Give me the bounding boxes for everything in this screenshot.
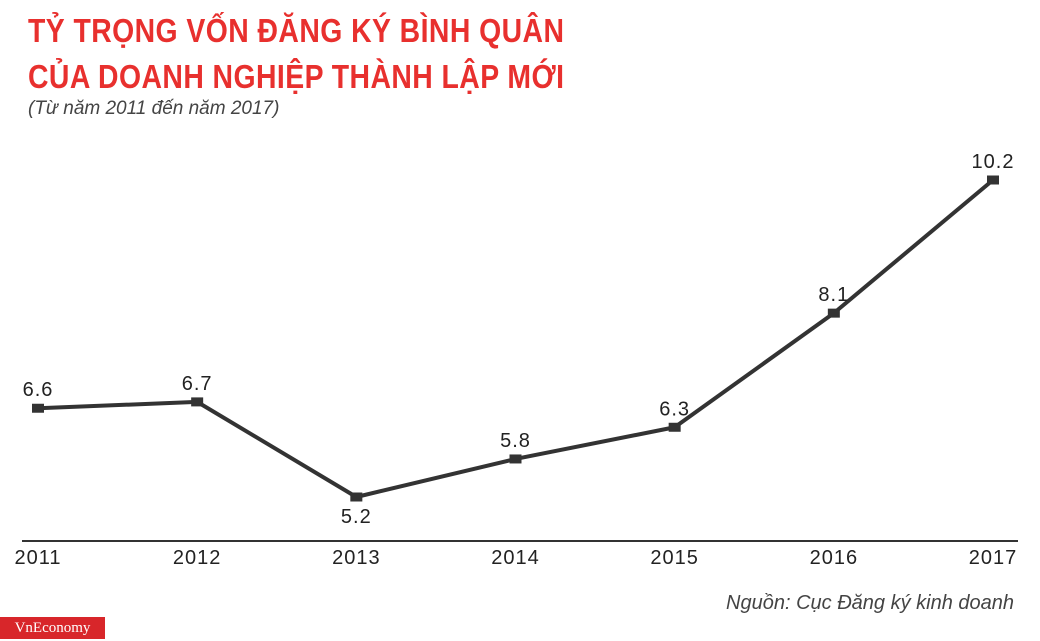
data-point-marker <box>32 403 44 413</box>
x-tick-label: 2016 <box>810 547 859 569</box>
data-point-marker <box>987 175 999 185</box>
data-label: 5.2 <box>341 506 372 528</box>
data-label: 6.3 <box>659 398 690 420</box>
x-tick-label: 2013 <box>332 547 381 569</box>
x-tick-label: 2015 <box>650 547 699 569</box>
chart-title: TỶ TRỌNG VỐN ĐĂNG KÝ BÌNH QUÂN CỦA DOANH… <box>28 8 564 100</box>
data-point-marker <box>350 492 363 502</box>
data-label: 6.7 <box>182 373 213 395</box>
vneconomy-logo: VnEconomy <box>0 617 105 639</box>
data-point-marker <box>827 308 840 318</box>
source-note: Nguồn: Cục Đăng ký kinh doanh <box>726 592 1014 614</box>
x-tick-label: 2012 <box>173 547 222 569</box>
data-point-marker <box>668 422 681 432</box>
chart-title-line-1: TỶ TRỌNG VỐN ĐĂNG KÝ BÌNH QUÂN <box>28 12 565 49</box>
data-label: 6.6 <box>23 379 54 401</box>
data-label: 8.1 <box>818 284 849 306</box>
chart-subtitle: (Từ năm 2011 đến năm 2017) <box>28 98 280 119</box>
data-label: 10.2 <box>972 151 1015 173</box>
x-tick-label: 2011 <box>14 547 61 569</box>
x-tick-label: 2017 <box>969 547 1018 569</box>
data-point-marker <box>509 454 522 464</box>
x-tick-label: 2014 <box>491 547 540 569</box>
data-label: 5.8 <box>500 430 531 452</box>
chart-title-line-2: CỦA DOANH NGHIỆP THÀNH LẬP MỚI <box>28 58 565 95</box>
data-point-marker <box>191 397 204 407</box>
